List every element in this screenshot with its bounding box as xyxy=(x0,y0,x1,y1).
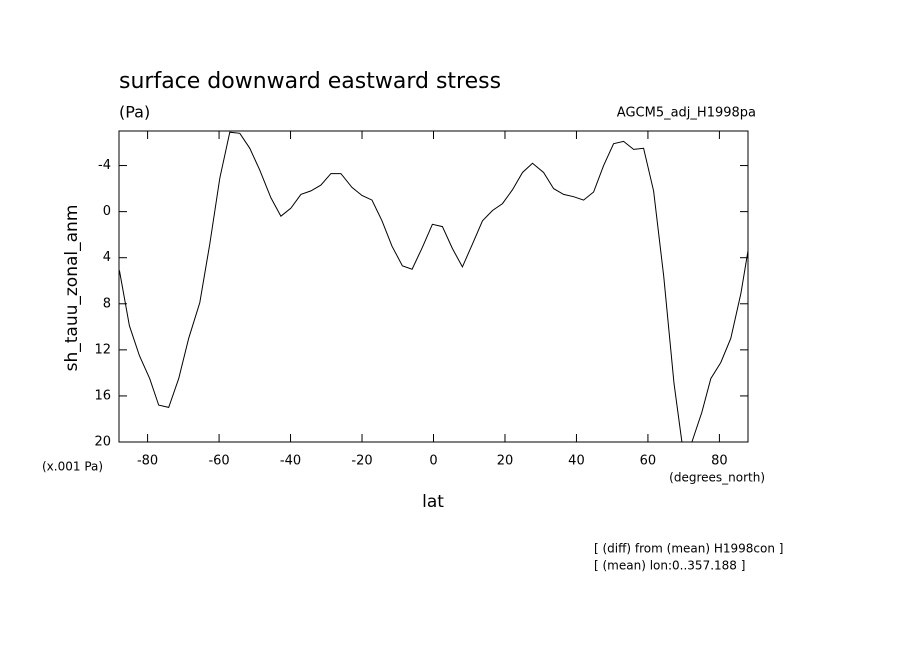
y-unit: (x.001 Pa) xyxy=(42,460,103,474)
x-tick-label: 40 xyxy=(568,454,585,469)
y-tick-label: 8 xyxy=(103,296,111,311)
y-tick-label: -4 xyxy=(98,158,111,173)
y-tick-label: 4 xyxy=(103,250,111,265)
y-axis-label: sh_tauu_zonal_anm xyxy=(62,205,82,372)
x-unit: (degrees_north) xyxy=(669,471,765,485)
y-tick-label: 20 xyxy=(94,435,111,450)
note: [ (diff) from (mean) H1998con ] xyxy=(594,542,783,556)
x-tick-label: 80 xyxy=(711,454,728,469)
subtitle: (Pa) xyxy=(119,103,150,122)
y-tick-label: 16 xyxy=(94,388,111,403)
x-tick-label: -60 xyxy=(208,454,229,469)
chart-title: surface downward eastward stress xyxy=(119,69,501,94)
x-tick-label: -80 xyxy=(137,454,158,469)
x-tick-label: 60 xyxy=(640,454,657,469)
data-line xyxy=(118,131,749,443)
annotation: AGCM5_adj_H1998pa xyxy=(617,106,756,121)
y-tick-label: 0 xyxy=(103,204,111,219)
x-axis-label: lat xyxy=(422,492,444,512)
x-tick-label: 0 xyxy=(429,454,437,469)
x-tick-label: 20 xyxy=(497,454,514,469)
x-tick-label: -20 xyxy=(351,454,372,469)
plot-frame xyxy=(118,130,749,443)
x-tick-label: -40 xyxy=(280,454,301,469)
y-tick-label: 12 xyxy=(94,342,111,357)
note: [ (mean) lon:0..357.188 ] xyxy=(594,559,745,573)
